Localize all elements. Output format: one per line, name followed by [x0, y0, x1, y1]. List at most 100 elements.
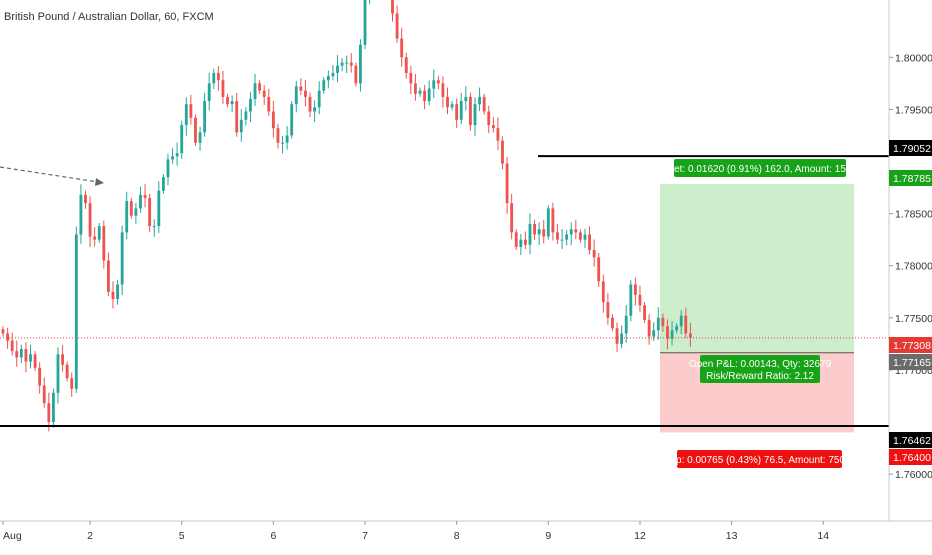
stop-price-tag: 1.76400 — [889, 449, 932, 465]
candle-body — [249, 98, 252, 112]
candle — [546, 205, 550, 240]
chart-title: British Pound / Australian Dollar, 60, F… — [4, 11, 214, 23]
candle — [24, 342, 28, 373]
candle — [624, 305, 628, 343]
candle-body — [620, 333, 624, 344]
candle-body — [313, 107, 317, 112]
candle-body — [125, 201, 129, 233]
candle — [194, 114, 197, 146]
candle-body — [336, 65, 339, 73]
price-tick-label: 1.79500 — [895, 104, 932, 116]
candle-body — [391, 0, 394, 14]
candle-body — [537, 229, 541, 235]
candle-body — [414, 83, 417, 94]
candle — [578, 229, 582, 243]
candle — [281, 135, 284, 154]
target-label[interactable]: Target: 0.01620 (0.91%) 162.0, Amount: 1… — [655, 159, 866, 177]
stop-label[interactable]: Stop: 0.00765 (0.43%) 76.5, Amount: 750.… — [661, 450, 859, 468]
candle — [528, 213, 532, 255]
candle-body — [629, 284, 633, 316]
candle-body — [120, 232, 124, 285]
candle-body — [189, 104, 193, 118]
candle-body — [473, 104, 477, 126]
candle-body — [152, 226, 156, 228]
candle — [239, 109, 243, 142]
candle-body — [194, 117, 197, 143]
candle — [560, 229, 564, 250]
candlestick-series — [1, 0, 692, 432]
candle-body — [478, 96, 481, 105]
candle — [369, 0, 371, 5]
candle — [47, 392, 51, 432]
candle-body — [262, 90, 266, 97]
open-pl-label[interactable]: Open P&L: 0.00143, Qty: 32679 Risk/Rewar… — [689, 355, 832, 383]
target-label-text: Target: 0.01620 (0.91%) 162.0, Amount: 1… — [655, 164, 866, 175]
candle-body — [523, 239, 527, 245]
svg-text:1.76462: 1.76462 — [893, 435, 931, 447]
candle — [395, 5, 399, 43]
candle-body — [61, 354, 64, 365]
candle-body — [97, 226, 101, 240]
candle — [29, 344, 32, 369]
candle-body — [290, 104, 294, 136]
candle-body — [643, 305, 646, 320]
candle — [574, 219, 578, 240]
candle — [184, 97, 188, 136]
candle — [363, 0, 367, 50]
open-pl-text: Open P&L: 0.00143, Qty: 32679 — [689, 359, 832, 370]
candle — [423, 85, 427, 110]
candle — [432, 69, 436, 98]
candle — [216, 66, 220, 91]
candle-body — [253, 83, 257, 99]
candle-body — [102, 226, 106, 261]
candle-body — [134, 208, 138, 216]
candle — [404, 52, 408, 79]
candle-body — [24, 349, 28, 362]
candle — [244, 107, 248, 126]
candle — [74, 226, 78, 394]
candle — [253, 73, 257, 106]
candle — [656, 307, 660, 340]
svg-text:1.77165: 1.77165 — [893, 357, 931, 369]
candle-body — [546, 208, 550, 237]
candle — [505, 156, 509, 214]
candle — [212, 68, 216, 89]
candle — [688, 322, 692, 347]
candle-body — [184, 104, 188, 126]
candle-body — [569, 229, 573, 235]
candle-body — [528, 224, 532, 245]
candle — [400, 27, 404, 67]
candle-body — [468, 96, 472, 126]
candle-body — [647, 319, 651, 337]
time-tick-label: 2 — [87, 530, 93, 542]
candle — [359, 39, 362, 92]
svg-text:1.79052: 1.79052 — [893, 143, 931, 155]
candle-body — [139, 194, 142, 209]
candle — [675, 323, 679, 334]
candle — [615, 322, 619, 352]
candle-body — [427, 88, 431, 102]
candle — [267, 88, 271, 116]
candle — [139, 186, 142, 213]
candle-body — [148, 197, 152, 227]
candle-body — [409, 72, 413, 84]
candle-body — [230, 101, 234, 105]
candle-body — [207, 83, 211, 102]
candle — [501, 136, 504, 170]
candle-body — [180, 125, 184, 154]
candle — [533, 219, 536, 241]
trend-arrow-line[interactable] — [0, 166, 99, 183]
candle — [313, 100, 317, 123]
candle — [171, 148, 174, 164]
candle-body — [450, 104, 454, 108]
time-axis[interactable]: Aug 2 5 6 7 8 9 12 13 14 — [2, 521, 829, 542]
last-price-tag: 1.77308 — [889, 337, 932, 353]
candle-body — [6, 333, 10, 341]
candle-body — [666, 326, 669, 339]
candle — [235, 92, 239, 137]
candle-body — [157, 190, 161, 227]
target-zone[interactable] — [660, 183, 854, 353]
candle-body — [615, 328, 619, 344]
candle — [180, 120, 184, 159]
